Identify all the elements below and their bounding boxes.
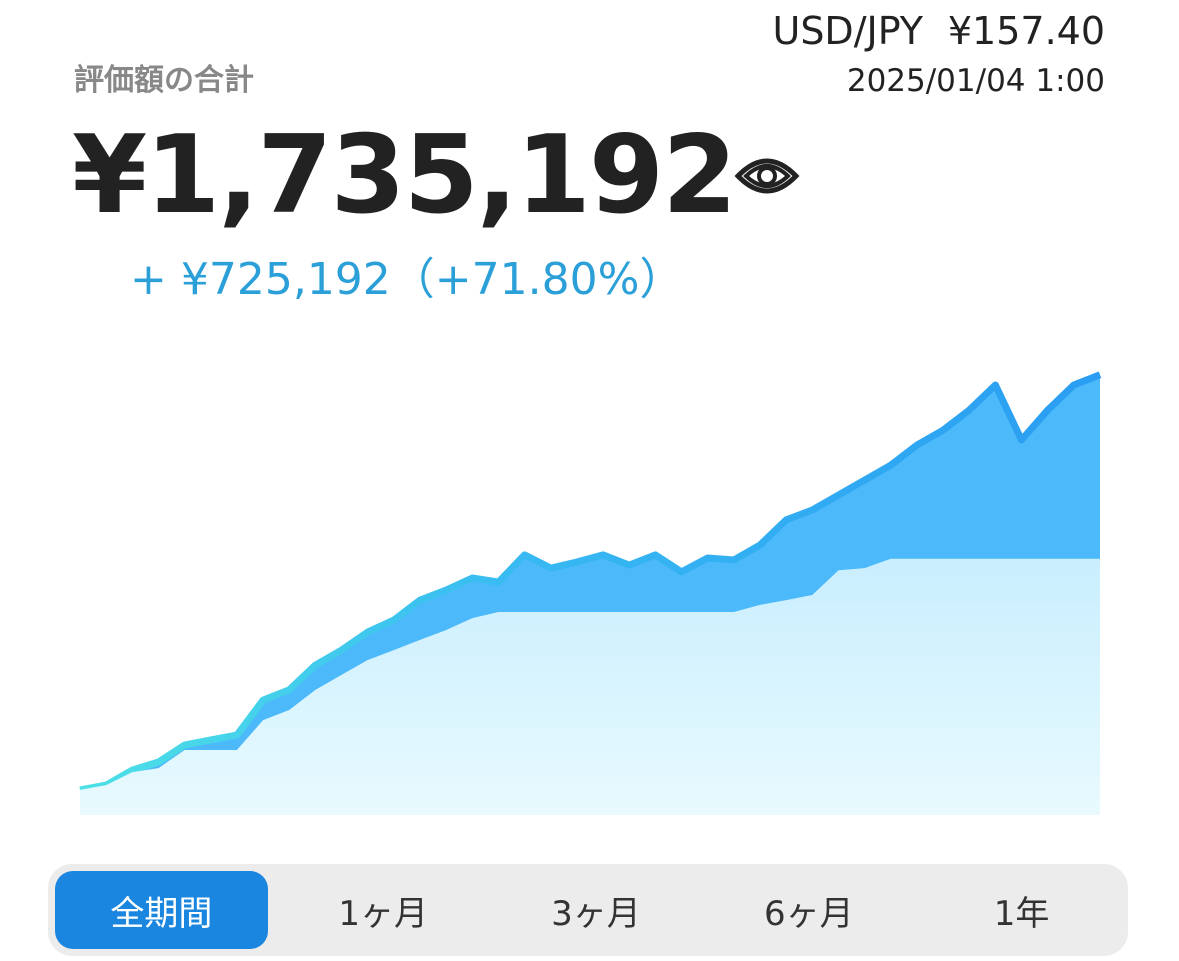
area [80, 558, 1100, 815]
period-tab[interactable]: 全期間 [55, 871, 268, 949]
eye-toggle[interactable] [734, 150, 800, 202]
period-tab[interactable]: 1ヶ月 [338, 893, 429, 934]
line [79, 371, 1102, 794]
exchange-rate: ¥157.40 [947, 9, 1105, 53]
timestamp: 2025/01/04 1:00 [846, 63, 1105, 99]
chart [79, 371, 1102, 815]
total-label: 評価額の合計 [74, 63, 254, 98]
period-tab[interactable]: 1年 [993, 893, 1050, 934]
period-tab[interactable]: 6ヶ月 [763, 893, 854, 934]
currency-pair: USD/JPY [772, 9, 924, 53]
gain: + ¥725,192（+71.80%） [130, 254, 684, 305]
period-tab[interactable]: 3ヶ月 [551, 893, 641, 934]
total-value: ¥1,735,192 [72, 113, 737, 238]
period-tabs: 全期間 1ヶ月 3ヶ月 6ヶ月 1年 [48, 864, 1128, 956]
